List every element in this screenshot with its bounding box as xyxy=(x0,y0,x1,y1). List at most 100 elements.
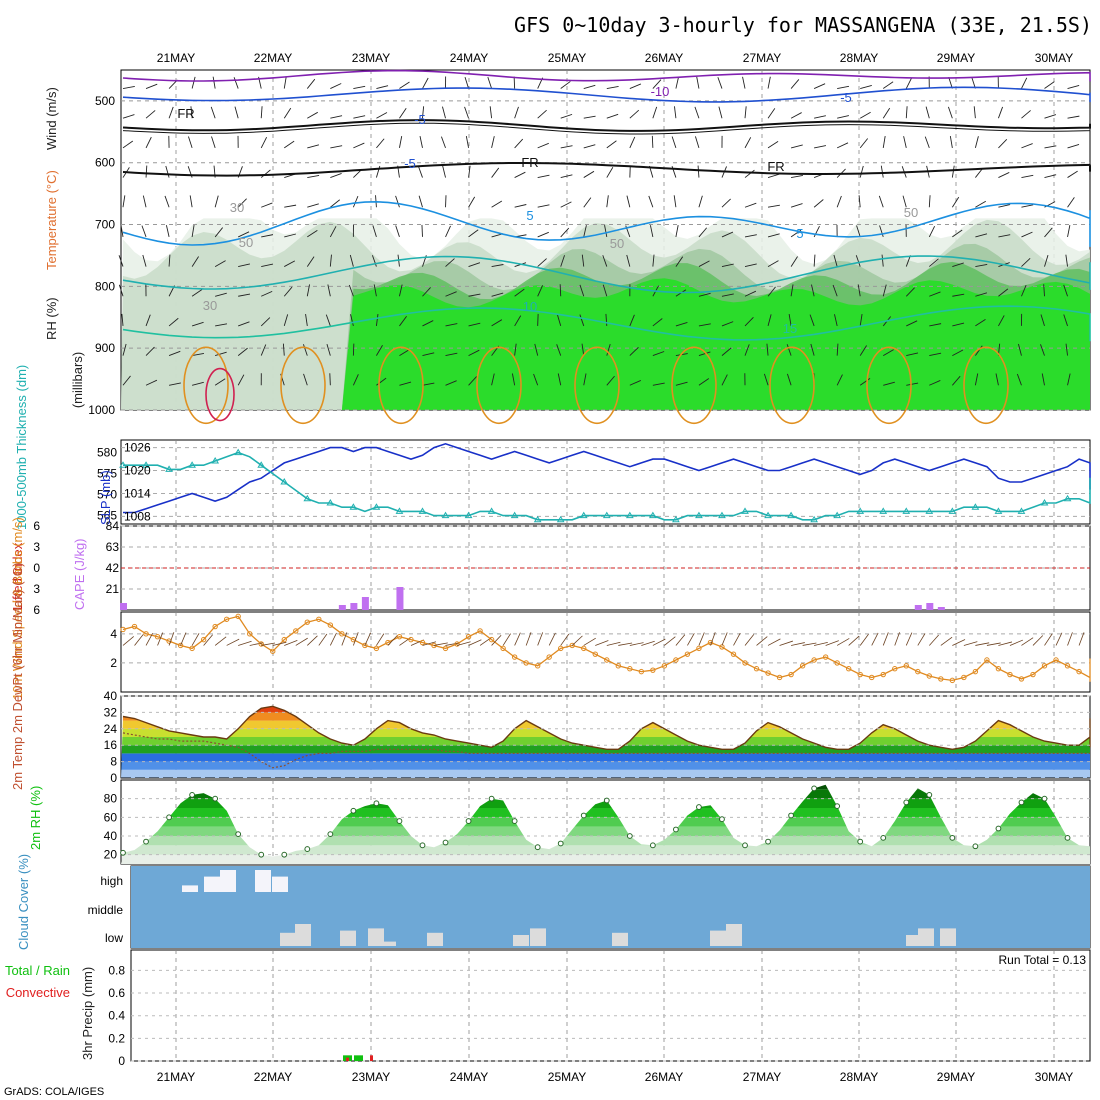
wind-barb xyxy=(468,639,482,646)
rh2m-point xyxy=(649,842,656,849)
rh2m-point xyxy=(304,846,311,852)
ua-wind-barb xyxy=(376,377,387,386)
contour-label: 50 xyxy=(239,235,253,250)
ua-wind-barb xyxy=(418,195,423,208)
ua-wind-barb xyxy=(767,204,780,208)
wind-speed-point xyxy=(903,663,909,669)
ua-wind-barb xyxy=(767,286,776,297)
ua-wind-barb xyxy=(325,314,331,327)
ua-ytick-500: 500 xyxy=(95,94,115,108)
wind-speed-point xyxy=(834,660,840,666)
wind-speed-point xyxy=(431,642,437,649)
x-tick-top-23MAY: 23MAY xyxy=(352,51,390,65)
cloud-block-low xyxy=(280,932,296,946)
ua-wind-barb xyxy=(1021,231,1033,238)
ua-wind-barb xyxy=(371,255,377,267)
ua-wind-barb xyxy=(348,284,354,297)
ua-wind-barb xyxy=(906,320,918,327)
wind-speed-point xyxy=(558,645,564,652)
ua-wind-barb xyxy=(583,84,596,89)
wind-barb xyxy=(422,641,437,646)
ua-wind-barb xyxy=(283,107,292,119)
wind-speed-point xyxy=(189,645,195,652)
rh2m-point xyxy=(235,831,242,838)
ua-wind-barb xyxy=(189,195,193,208)
x-tick-top-26MAY: 26MAY xyxy=(645,51,683,65)
precip-legend-total: Total / Rain xyxy=(5,963,70,978)
temp-ylabel: 2m Temp 2m DewPt (6hr Min/Max) (°C) xyxy=(10,563,25,790)
ua-wind-barb xyxy=(261,263,274,268)
ua-wind-barb xyxy=(284,260,296,267)
ua-wind-barb xyxy=(698,323,711,327)
wind-speed-point xyxy=(984,657,990,663)
ua-wind-barb xyxy=(215,323,228,327)
ua-wind-barb xyxy=(698,378,710,386)
ua-wind-barb xyxy=(698,292,711,297)
wind-speed-point xyxy=(281,636,287,643)
wind-speed-point xyxy=(247,631,253,637)
ua-wind-barb xyxy=(284,204,297,208)
ua-wind-barb xyxy=(767,260,779,267)
ua-wind-barb xyxy=(468,322,481,327)
wind-barb xyxy=(905,632,913,646)
ua-wind-barb xyxy=(330,115,343,119)
ua-wind-barb xyxy=(491,264,504,268)
ua-wind-barb xyxy=(168,350,181,357)
ua-wind-barb xyxy=(878,195,884,208)
cape-ytick: 84 xyxy=(106,519,120,533)
wind-barb xyxy=(376,633,385,646)
thickness-point xyxy=(856,507,865,514)
wind-barb xyxy=(180,632,187,646)
ua-wind-barb xyxy=(237,347,248,356)
ua-wind-barb xyxy=(118,284,124,297)
ua-wind-barb xyxy=(560,145,573,149)
ua-wind-barb xyxy=(837,115,849,119)
cloud-level-high: high xyxy=(100,874,123,888)
thickness-point xyxy=(119,461,127,468)
ua-wind-barb xyxy=(537,109,547,119)
thickness-point xyxy=(810,515,819,523)
ua-wind-barb xyxy=(418,166,423,178)
thickness-point xyxy=(787,511,795,519)
thickness-point xyxy=(971,503,980,510)
contour-label: -5 xyxy=(840,90,852,105)
ua-wind-barb xyxy=(1063,314,1068,327)
wind-speed-point xyxy=(223,616,230,622)
precip-ytick: 0.4 xyxy=(108,1009,125,1023)
cloud-block-low xyxy=(940,928,956,946)
wind-speed-point xyxy=(696,645,702,652)
ua-wind-barb xyxy=(583,225,587,238)
ua-wind-barb xyxy=(468,349,480,357)
ua-wind-barb xyxy=(514,204,527,208)
ua-wind-barb xyxy=(1067,170,1078,178)
ua-wind-barb xyxy=(491,167,500,178)
cloud-block-low xyxy=(513,935,529,946)
ua-wind-barb xyxy=(998,288,1009,297)
ua-wind-barb xyxy=(721,321,734,327)
rh2m-point xyxy=(880,834,887,841)
wind-barb xyxy=(882,632,889,646)
rh2m-band xyxy=(121,854,1090,864)
ua-wind-barb xyxy=(696,76,700,89)
x-tick-bottom-28MAY: 28MAY xyxy=(840,1070,878,1084)
ua-wind-barb xyxy=(122,114,135,119)
ua-wind-barb xyxy=(675,322,688,327)
wind-speed-line xyxy=(122,615,1091,682)
thickness-point xyxy=(142,461,150,468)
ua-wind-barb xyxy=(879,225,884,238)
ua-wind-barb xyxy=(329,226,337,238)
thickness-point xyxy=(533,515,542,523)
ua-wind-barb xyxy=(606,85,619,89)
wind-ytick: 4 xyxy=(110,627,117,641)
ua-wind-barb xyxy=(602,255,608,267)
ua-wind-barb xyxy=(468,262,481,268)
x-tick-top-27MAY: 27MAY xyxy=(743,51,781,65)
ua-wind-barb xyxy=(237,198,247,208)
wind-speed-point xyxy=(811,657,817,663)
wind-speed-point xyxy=(730,651,737,657)
cape-ytick: 21 xyxy=(106,582,120,596)
ua-wind-barb xyxy=(352,374,359,386)
ua-wind-barb xyxy=(721,293,734,297)
wind-barb xyxy=(307,635,318,646)
contour-label: 50 xyxy=(904,205,918,220)
